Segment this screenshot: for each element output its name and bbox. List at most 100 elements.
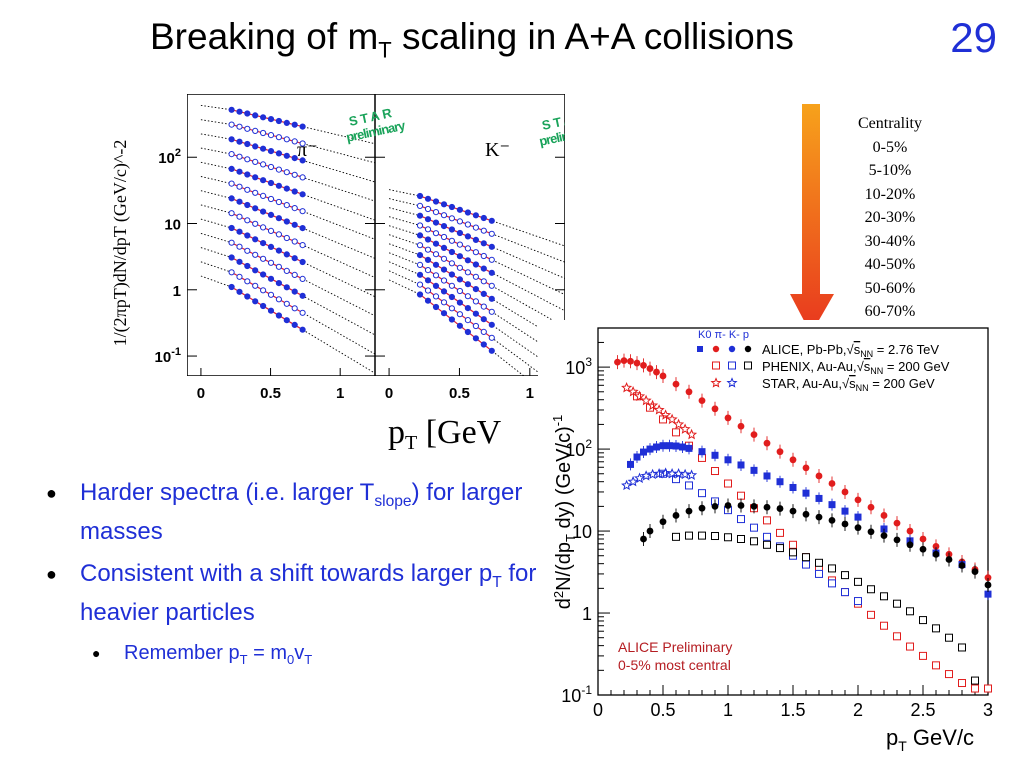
y-tick-label: 10: [164, 217, 181, 234]
data-point: [646, 527, 654, 535]
data-point: [880, 512, 888, 519]
fit-line: [419, 205, 493, 235]
data-point: [291, 121, 298, 128]
data-point: [750, 537, 758, 546]
data-point: [291, 271, 298, 278]
data-point: [416, 242, 424, 249]
bullet-dot-icon: ●: [46, 483, 57, 503]
data-point: [252, 220, 259, 227]
data-point: [260, 114, 267, 121]
y-tick-label: 10-1: [155, 346, 181, 366]
data-point: [932, 624, 940, 633]
data-point: [685, 444, 693, 452]
data-point: [802, 553, 810, 562]
data-point: [275, 215, 282, 222]
y-tick-label: 1: [173, 283, 181, 300]
fit-line: [419, 225, 493, 261]
data-point: [244, 186, 251, 193]
data-point: [633, 453, 641, 461]
data-point: [448, 282, 455, 289]
data-point: [291, 138, 298, 145]
y-tick-label: 102: [565, 437, 592, 460]
data-point: [283, 152, 290, 159]
data-point: [416, 232, 424, 239]
data-point: [841, 507, 849, 515]
data-point: [275, 166, 282, 173]
fit-line: [419, 293, 493, 352]
data-point: [472, 335, 479, 342]
fit-line: [231, 271, 303, 314]
data-point: [464, 293, 471, 300]
data-point: [789, 540, 797, 549]
data-point: [440, 212, 448, 219]
data-point: [653, 443, 660, 451]
series-k⁻-star: [621, 467, 698, 491]
data-point: [621, 479, 633, 491]
data-point: [673, 468, 685, 479]
extrapolation-curve: [389, 189, 565, 247]
data-point: [472, 261, 479, 268]
data-point: [448, 271, 455, 278]
data-point: [267, 195, 275, 203]
x-tick-label: 1: [723, 700, 733, 720]
data-point: [448, 215, 455, 222]
data-point: [244, 247, 251, 254]
data-point: [666, 413, 678, 425]
data-point: [260, 145, 267, 152]
data-point: [432, 272, 440, 279]
data-point: [932, 550, 940, 558]
centrality-item: 20-30%: [864, 209, 916, 226]
data-point: [726, 377, 738, 388]
data-point: [448, 316, 455, 323]
centrality-title: Centrality: [858, 115, 922, 132]
data-point: [252, 298, 259, 305]
data-point: [260, 129, 267, 137]
data-point: [472, 322, 479, 330]
data-point: [448, 226, 455, 233]
data-point: [710, 377, 722, 388]
data-point: [244, 156, 251, 163]
data-point: [776, 528, 784, 537]
centrality-item: 40-50%: [864, 256, 916, 273]
data-point: [789, 507, 797, 515]
series-p̄-alice: [640, 498, 992, 592]
data-point: [841, 488, 849, 496]
y-tick-label: 102: [158, 147, 181, 167]
data-point: [299, 258, 306, 266]
series-p̄-phenix: [672, 531, 979, 685]
data-point: [440, 310, 448, 317]
data-point: [659, 372, 667, 380]
data-point: [260, 255, 267, 262]
legend-entry: PHENIX, Au-Au,√sNN = 200 GeV: [762, 359, 950, 376]
data-point: [252, 251, 259, 258]
data-point: [945, 633, 953, 642]
data-point: [737, 534, 745, 543]
y-tick-label: 1: [582, 604, 592, 624]
data-point: [880, 621, 888, 630]
data-point: [627, 460, 634, 468]
data-point: [228, 136, 235, 143]
data-point: [252, 189, 259, 196]
data-point: [228, 210, 235, 217]
data-point: [228, 269, 235, 276]
data-point: [228, 195, 235, 202]
data-point: [724, 479, 732, 488]
data-point: [828, 564, 836, 573]
data-point: [424, 287, 432, 294]
data-point: [228, 180, 235, 187]
y-axis-label: 1/(2πpT)dN/dpT (GeV/c)^-2: [110, 140, 131, 347]
data-point: [267, 259, 275, 266]
data-point: [299, 123, 306, 130]
data-point: [802, 510, 810, 518]
data-point: [464, 245, 471, 252]
data-point: [472, 224, 479, 231]
data-point: [283, 218, 290, 225]
data-point: [480, 341, 487, 348]
data-point: [275, 280, 282, 287]
fit-line: [231, 168, 303, 195]
data-point: [299, 140, 306, 147]
data-point: [432, 261, 440, 268]
x-tick-label: 0: [385, 385, 393, 402]
data-point: [659, 442, 667, 450]
data-point: [614, 358, 621, 366]
